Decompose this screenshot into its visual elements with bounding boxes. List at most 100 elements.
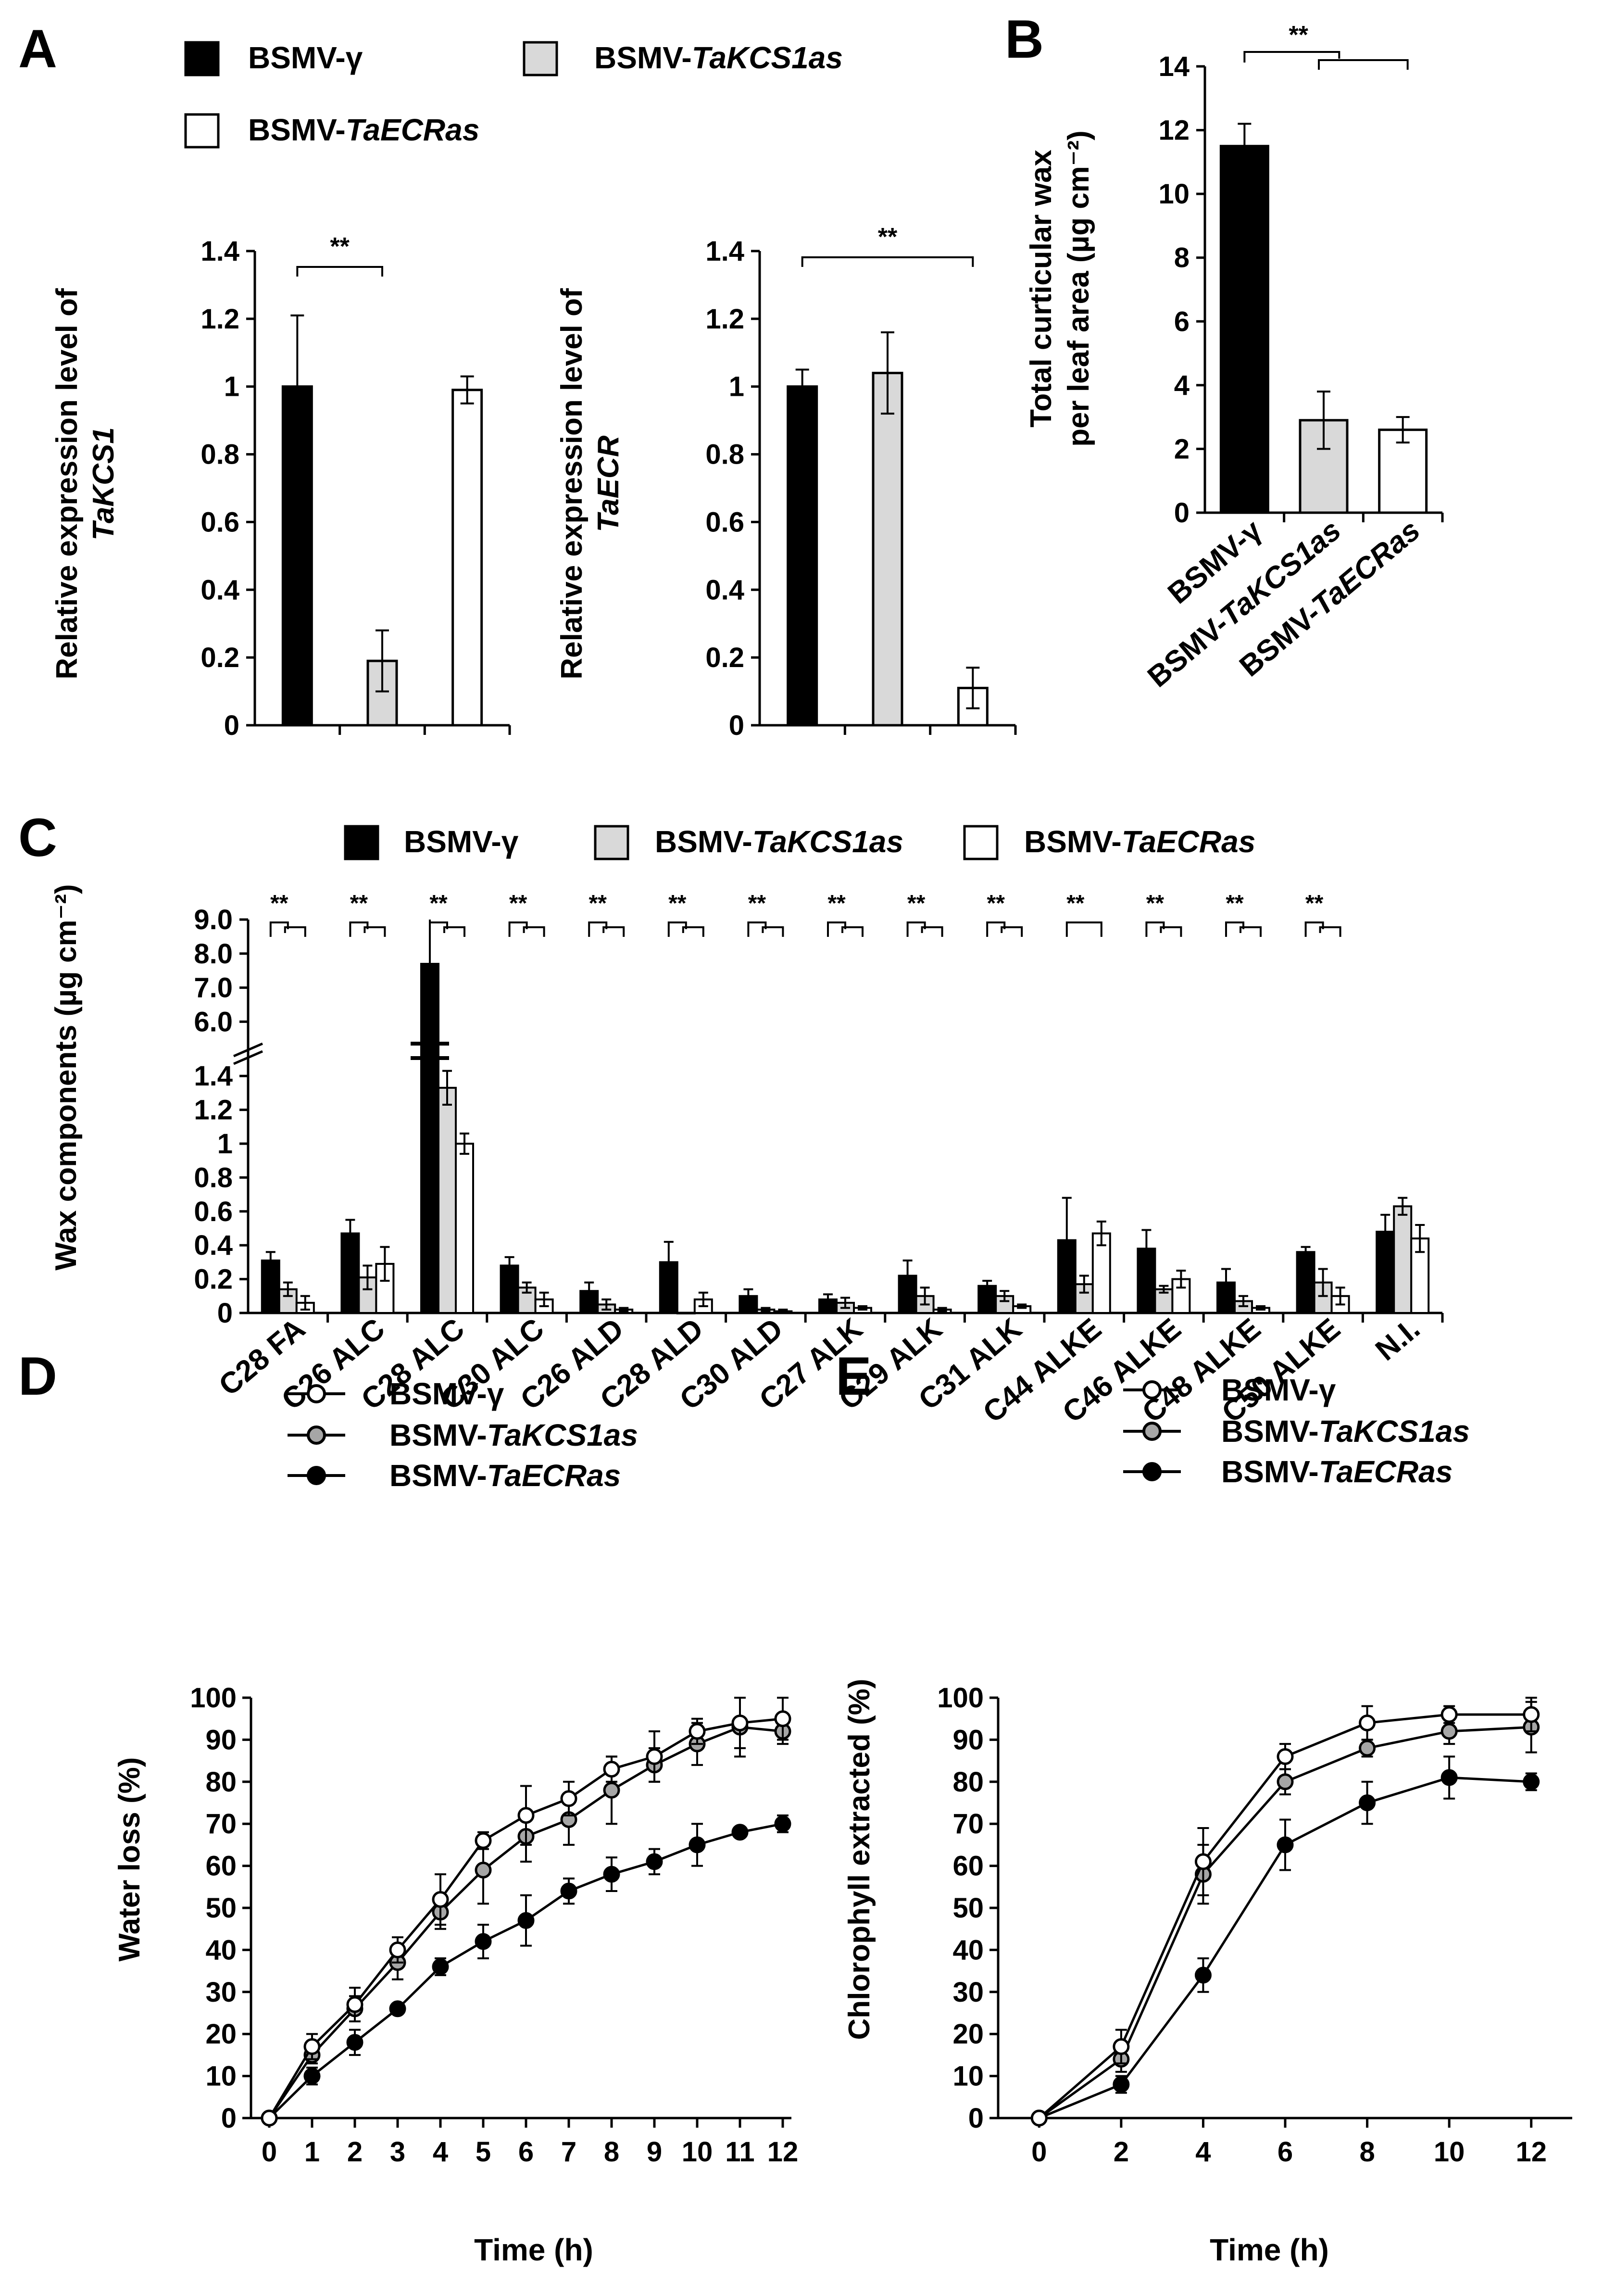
point-s1-1 bbox=[303, 2038, 321, 2055]
point-s1-11 bbox=[731, 1714, 749, 1731]
significance-bracket-inner bbox=[1318, 59, 1409, 70]
y-tick-label: 1.2 bbox=[200, 303, 239, 335]
significance-bracket-outer bbox=[667, 921, 687, 937]
significance-bracket-outer bbox=[906, 921, 926, 937]
chart-e-ylabel: Chlorophyll extracted (%) bbox=[843, 1679, 876, 2040]
point-s1-2 bbox=[1113, 2038, 1130, 2055]
point-s1-5 bbox=[475, 1832, 492, 1849]
significance-bracket-outer bbox=[747, 921, 767, 937]
significance-label: ** bbox=[1146, 891, 1165, 916]
point-s3-2 bbox=[1113, 2076, 1130, 2093]
x-tick-label: 9 bbox=[647, 2136, 662, 2168]
y-tick-label: 0 bbox=[217, 1298, 233, 1329]
significance-bracket bbox=[296, 266, 383, 277]
significance-bracket-inner bbox=[921, 926, 943, 937]
legend-label-gamma: BSMV-γ bbox=[248, 40, 363, 75]
legend-e-marker-ecr bbox=[1142, 1462, 1162, 1481]
series-line-3 bbox=[268, 1822, 783, 2119]
chart-c: Wax components (µg cm⁻²) 00.20.40.60.811… bbox=[50, 884, 1444, 1429]
significance-bracket-outer bbox=[269, 921, 289, 937]
chart-e: Chlorophyll extracted (%) Time (h) 01020… bbox=[843, 1679, 1572, 2267]
point-s1-4 bbox=[432, 1891, 449, 1908]
legend-swatch-gamma bbox=[184, 41, 220, 76]
y-tick-label: 0.8 bbox=[705, 439, 744, 470]
point-s1-12 bbox=[1523, 1706, 1540, 1723]
legend-label-ecr: BSMV-TaECRas bbox=[248, 113, 479, 147]
y-tick-label: 80 bbox=[205, 1766, 237, 1798]
axis-break-mark bbox=[233, 1042, 263, 1058]
chart-e-xlabel: Time (h) bbox=[1210, 2233, 1329, 2267]
y-tick-label: 100 bbox=[190, 1682, 237, 1714]
y-tick-label: 0.2 bbox=[705, 642, 744, 673]
significance-label: ** bbox=[509, 891, 527, 916]
y-tick-label: 30 bbox=[952, 1977, 984, 2008]
point-s1-4 bbox=[1194, 1853, 1212, 1870]
legend-c-swatch-ecr bbox=[963, 825, 999, 860]
y-tick-label: 70 bbox=[205, 1808, 237, 1840]
chart-b-ylabel-line1: Total curticular wax bbox=[1025, 150, 1058, 428]
x-tick-label: 12 bbox=[1515, 2136, 1547, 2168]
x-tick-label: 5 bbox=[476, 2136, 491, 2168]
point-s1-10 bbox=[1440, 1706, 1458, 1723]
bar-top-C28 ALC-s1 bbox=[420, 963, 439, 1057]
y-tick-label: 9.0 bbox=[194, 904, 233, 935]
chart-a1-bars: ** bbox=[281, 233, 483, 727]
panel-label-c: C bbox=[18, 807, 57, 868]
point-s3-2 bbox=[346, 2034, 363, 2051]
significance-label: ** bbox=[748, 891, 766, 916]
significance-bracket-outer bbox=[508, 921, 528, 937]
y-tick-label: 0.4 bbox=[194, 1230, 233, 1261]
significance-label: ** bbox=[1066, 891, 1085, 916]
legend-panel-c: BSMV-γ BSMV-TaKCS1as BSMV-TaECRas bbox=[344, 824, 1255, 860]
significance-bracket-outer bbox=[1145, 921, 1165, 937]
y-tick-label: 4 bbox=[1174, 370, 1190, 401]
chart-e-series bbox=[1030, 1697, 1540, 2127]
y-tick-label: 0 bbox=[224, 710, 239, 741]
point-s1-10 bbox=[689, 1723, 706, 1740]
point-s3-10 bbox=[689, 1836, 706, 1854]
y-tick-label: 0.6 bbox=[194, 1196, 233, 1227]
chart-c-bars bbox=[261, 920, 1430, 1314]
x-tick-label: 2 bbox=[1114, 2136, 1129, 2168]
bar-C28 ALC-s1 bbox=[420, 1050, 439, 1314]
y-tick-label: 0 bbox=[729, 710, 744, 741]
significance-label: ** bbox=[878, 223, 898, 251]
y-tick-label: 0.4 bbox=[705, 574, 744, 606]
x-tick-label: 11 bbox=[725, 2136, 754, 2168]
x-tick-label: 0 bbox=[1031, 2136, 1047, 2168]
y-tick-label: 1 bbox=[217, 1128, 233, 1160]
significance-label: ** bbox=[907, 891, 926, 916]
point-s3-8 bbox=[1359, 1794, 1376, 1811]
chart-a1-ylabel-line1: Relative expression level of bbox=[50, 288, 84, 680]
y-tick-label: 12 bbox=[1158, 115, 1190, 146]
y-tick-label: 0 bbox=[221, 2103, 237, 2134]
axis-break-mark bbox=[233, 1050, 263, 1065]
significance-bracket-outer bbox=[986, 921, 1006, 937]
chart-d-xlabel: Time (h) bbox=[474, 2233, 593, 2267]
point-s3-8 bbox=[603, 1866, 620, 1883]
legend-e-marker-gamma bbox=[1142, 1380, 1162, 1400]
bar-C50 ALKE-s1 bbox=[1296, 1251, 1315, 1314]
y-tick-label: 10 bbox=[952, 2061, 984, 2092]
chart-c-ylabel: Wax components (µg cm⁻²) bbox=[50, 884, 83, 1270]
y-tick-label: 30 bbox=[205, 1977, 237, 2008]
chart-b-y-axis: 0 2 4 6 8 10 12 14 bbox=[1158, 51, 1444, 529]
y-tick-label: 10 bbox=[1158, 178, 1190, 210]
point-s3-4 bbox=[1194, 1967, 1212, 1984]
bar-1 bbox=[787, 385, 818, 727]
x-tick-label: 10 bbox=[682, 2136, 713, 2168]
chart-a1: Relative expression level of TaKCS1 0 0.2… bbox=[50, 233, 511, 741]
legend-e-label-kcs: BSMV-TaKCS1as bbox=[1221, 1414, 1470, 1449]
y-tick-label: 0.6 bbox=[705, 506, 744, 538]
significance-bracket-inner bbox=[443, 926, 465, 937]
legend-swatch-kcs bbox=[523, 41, 558, 76]
point-s1-6 bbox=[517, 1807, 535, 1824]
x-tick-label: 12 bbox=[767, 2136, 799, 2168]
point-s1-8 bbox=[603, 1761, 620, 1778]
y-tick-label: 60 bbox=[952, 1851, 984, 1882]
x-tick-label: 10 bbox=[1434, 2136, 1465, 2168]
chart-a2-bars: ** bbox=[787, 223, 989, 727]
significance-bracket-inner bbox=[1240, 926, 1262, 937]
bar-C28 ALC-s2 bbox=[438, 1086, 457, 1314]
y-tick-label: 8 bbox=[1174, 242, 1190, 274]
